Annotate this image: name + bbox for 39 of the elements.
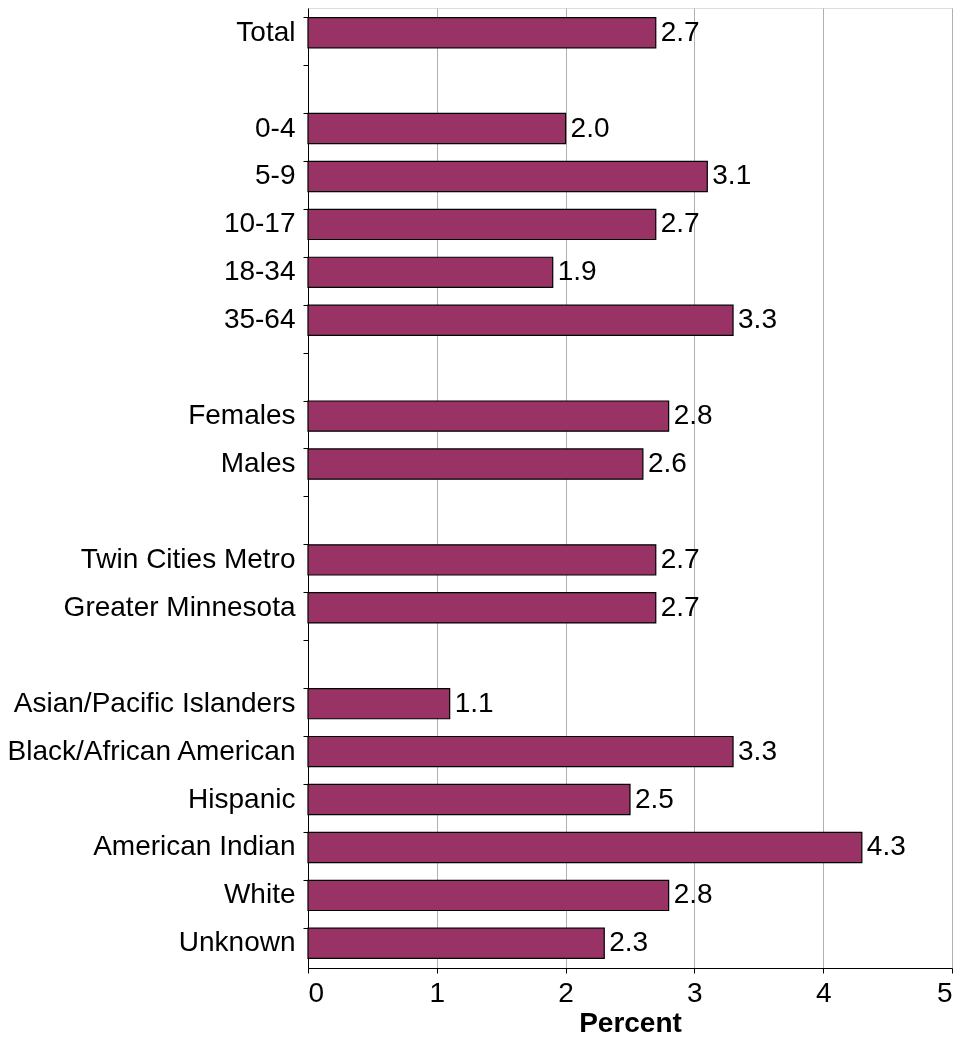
- data-label: 2.8: [673, 878, 713, 910]
- y-tick-label: 0-4: [255, 111, 296, 143]
- data-label: 3.3: [738, 734, 777, 766]
- data-label: 2.7: [660, 207, 700, 239]
- y-tick-label: Hispanic: [188, 782, 296, 814]
- y-tick-label: Greater Minnesota: [63, 590, 296, 622]
- y-tick-label: White: [223, 878, 296, 910]
- y-tick-label: 10-17: [223, 207, 296, 239]
- y-tick-label: Males: [220, 447, 296, 479]
- x-tick-label: 3: [687, 976, 703, 1008]
- data-label: 2.0: [570, 111, 610, 143]
- y-tick-label: 35-64: [223, 303, 296, 335]
- data-label: 2.5: [635, 782, 674, 814]
- data-label: 2.7: [660, 590, 700, 622]
- y-tick-label: American Indian: [93, 830, 296, 862]
- data-label: 2.8: [673, 399, 713, 431]
- data-label: 4.3: [866, 830, 906, 862]
- y-tick-label: 5-9: [255, 159, 296, 191]
- x-axis-title: Percent: [579, 1006, 682, 1038]
- y-tick-label: Total: [236, 15, 296, 47]
- y-tick-label: Twin Cities Metro: [80, 542, 296, 574]
- data-label: 2.3: [609, 926, 649, 958]
- data-label: 2.6: [647, 447, 687, 479]
- data-label: 2.7: [660, 542, 700, 574]
- data-label: 3.3: [738, 303, 777, 335]
- y-tick-label: Asian/Pacific Islanders: [13, 686, 296, 718]
- data-label: 1.1: [454, 686, 494, 718]
- y-tick-label: Unknown: [178, 926, 296, 958]
- x-tick-label: 2: [558, 976, 574, 1008]
- data-label: 3.1: [712, 159, 752, 191]
- y-tick-label: Black/African American: [7, 734, 296, 766]
- y-tick-label: 18-34: [223, 255, 296, 287]
- data-label: 1.9: [557, 255, 597, 287]
- x-tick-label: 4: [815, 976, 832, 1008]
- y-tick-label: Females: [188, 399, 296, 431]
- data-label: 2.7: [660, 15, 700, 47]
- x-tick-label: 1: [429, 976, 446, 1008]
- x-tick-label: 0: [308, 976, 325, 1008]
- x-tick-label: 5: [936, 976, 953, 1008]
